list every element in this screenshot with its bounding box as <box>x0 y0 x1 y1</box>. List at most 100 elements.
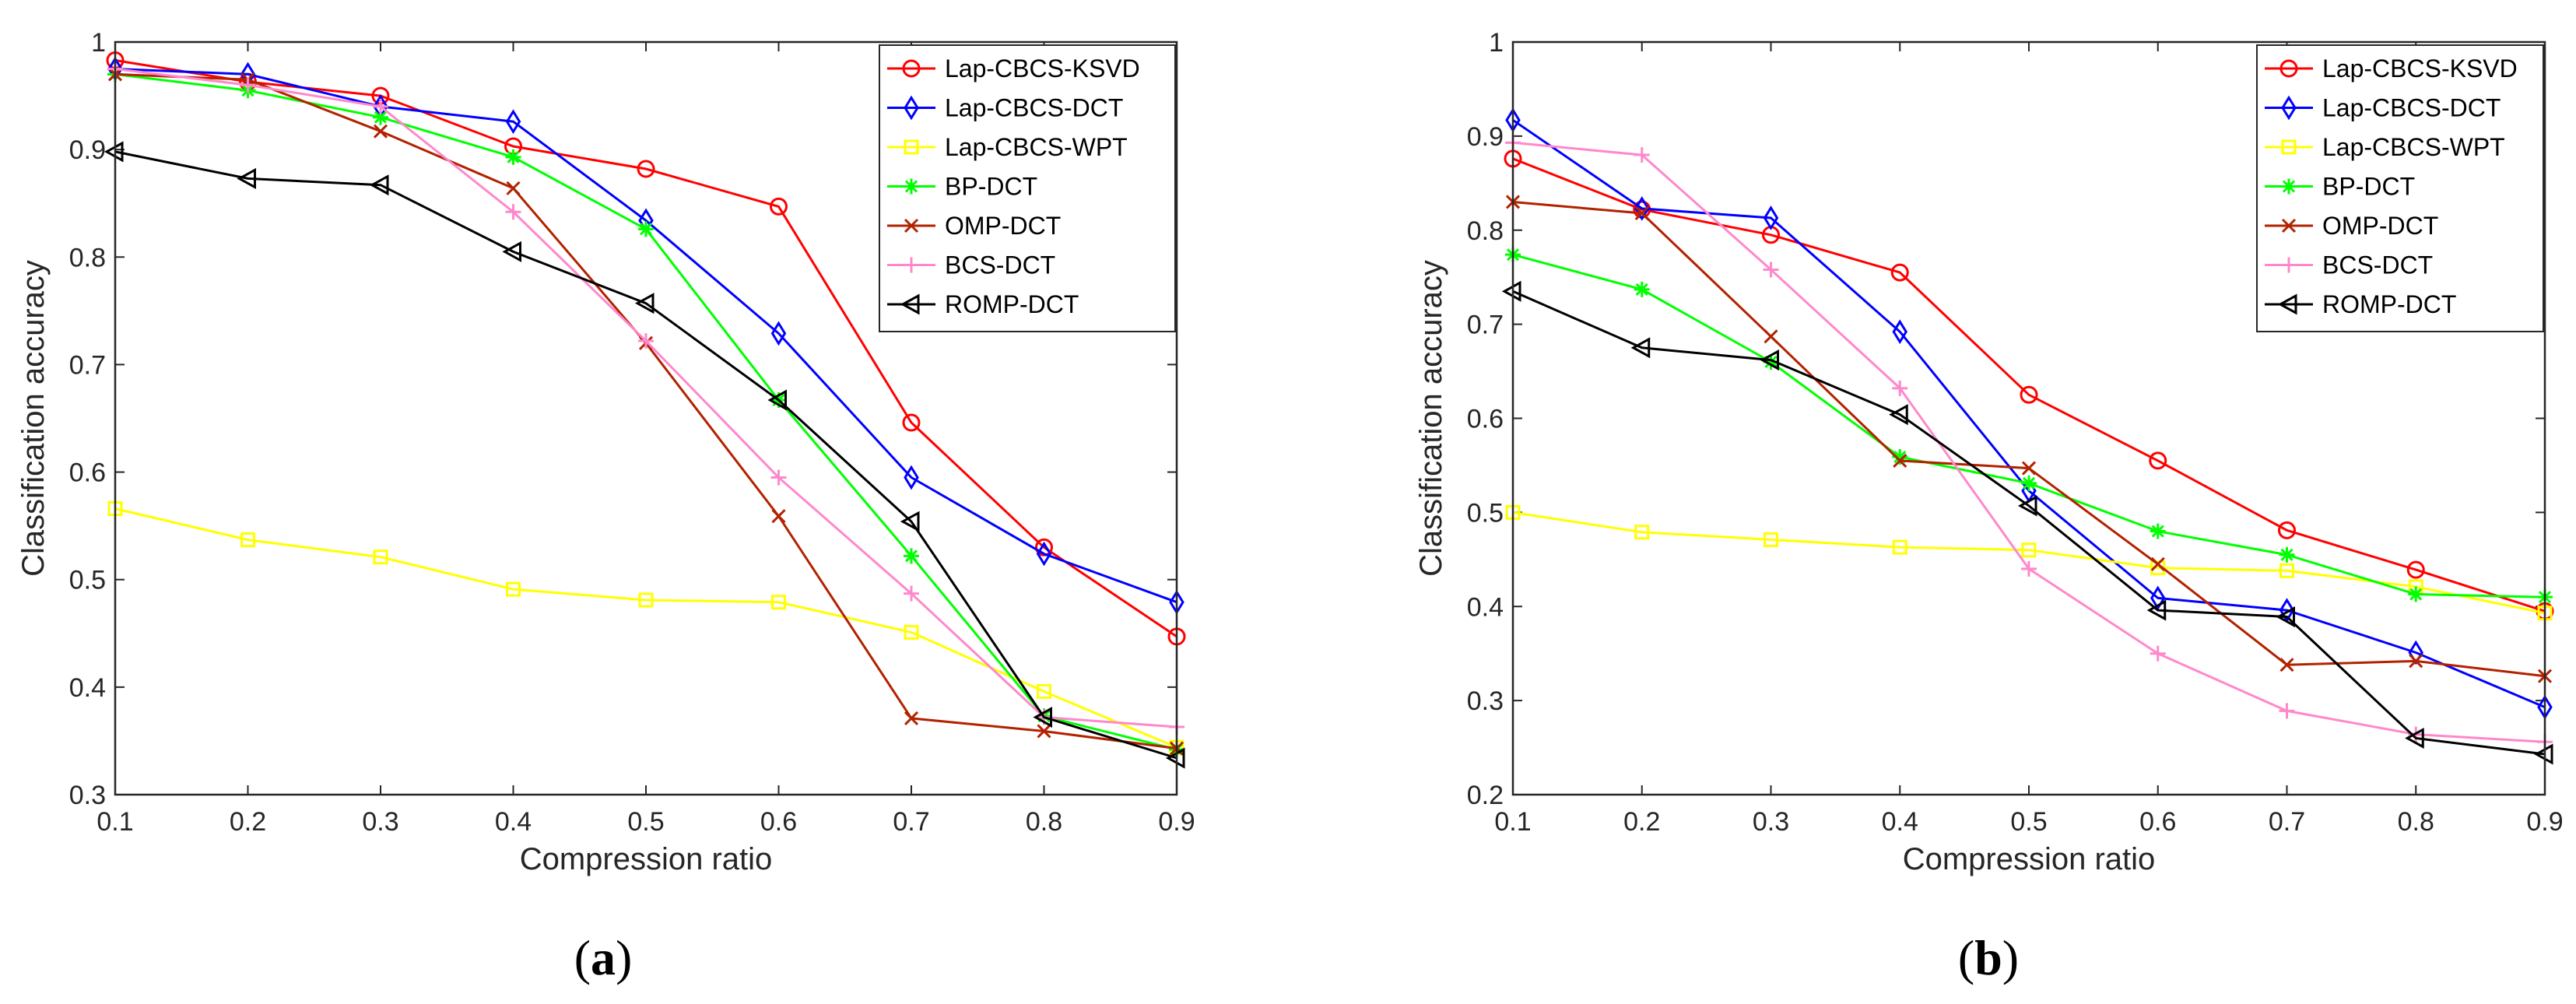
legend-swatch-marker <box>2279 59 2298 78</box>
legend-item: BP-DCT <box>887 173 1037 201</box>
data-point <box>770 469 787 486</box>
legend-swatch-marker <box>2281 178 2297 195</box>
y-tick-label: 0.6 <box>69 458 106 488</box>
legend-label: BCS-DCT <box>2322 251 2433 279</box>
data-point <box>1760 349 1779 371</box>
data-point <box>2279 563 2294 578</box>
legend-label: Lap-CBCS-KSVD <box>945 54 1140 82</box>
data-point <box>638 592 654 608</box>
data-point <box>771 509 786 524</box>
legend-box <box>879 44 1176 332</box>
data-point <box>505 149 521 165</box>
data-point <box>2017 495 2037 517</box>
legend-swatch-marker <box>2277 293 2297 315</box>
x-axis-label: Compression ratio <box>1903 842 2156 876</box>
data-point <box>1763 205 1779 230</box>
y-axis-label: Classification accuracy <box>16 260 51 577</box>
legend-item: Lap-CBCS-WPT <box>887 133 1128 161</box>
x-tick-label: 0.5 <box>627 807 664 837</box>
data-point <box>770 321 787 346</box>
y-tick-label: 0.9 <box>1467 122 1504 152</box>
data-point <box>240 77 256 93</box>
legend-swatch-marker <box>904 95 919 121</box>
data-point <box>2279 703 2295 719</box>
data-point <box>2150 523 2166 539</box>
panel-caption: (b) <box>1958 930 2019 985</box>
data-point <box>1634 281 1650 297</box>
data-point <box>902 413 921 432</box>
data-point <box>373 109 388 125</box>
data-point <box>2021 475 2037 491</box>
data-point <box>1893 453 1907 468</box>
legend-swatch-marker <box>2281 257 2297 273</box>
data-point <box>240 532 255 548</box>
data-point <box>2405 727 2424 749</box>
data-point <box>904 711 919 725</box>
series-line <box>114 68 1177 604</box>
y-tick-label: 0.6 <box>1467 405 1504 434</box>
data-point <box>1634 147 1650 163</box>
data-point <box>506 581 521 597</box>
data-point <box>1892 539 1907 555</box>
y-tick-label: 0.5 <box>1467 498 1504 528</box>
x-tick-label: 0.1 <box>97 807 133 837</box>
data-point <box>634 293 655 314</box>
legend-label: BP-DCT <box>2322 173 2415 201</box>
data-point <box>1035 538 1053 556</box>
y-tick-label: 0.3 <box>69 781 106 810</box>
x-tick-label: 0.4 <box>495 807 532 837</box>
legend-swatch-marker <box>2281 139 2297 155</box>
legend-label: Lap-CBCS-KSVD <box>2322 54 2518 82</box>
x-tick-label: 0.6 <box>2139 807 2176 837</box>
caption-open-paren: ( <box>1958 930 1974 985</box>
caption-close-paren: ) <box>616 930 632 985</box>
legend-swatch-marker <box>902 59 921 78</box>
legend-item: OMP-DCT <box>887 212 1061 240</box>
legend-item: Lap-CBCS-KSVD <box>2265 54 2518 82</box>
data-point <box>2279 546 2295 563</box>
axes-box <box>1511 40 2546 796</box>
series-line <box>114 507 1177 749</box>
data-point <box>1036 541 1052 567</box>
legend: Lap-CBCS-KSVD Lap-CBCS-DCT Lap-CBCS-WPT BP-… <box>2256 44 2544 332</box>
legend-label: BP-DCT <box>945 173 1037 201</box>
data-point <box>2146 599 2167 621</box>
series-line <box>114 59 1177 638</box>
data-point <box>637 160 655 178</box>
legend-label: Lap-CBCS-DCT <box>945 94 1123 122</box>
legend-label: Lap-CBCS-WPT <box>945 133 1128 161</box>
legend-item: BCS-DCT <box>887 251 1055 279</box>
legend-label: ROMP-DCT <box>945 290 1079 318</box>
data-point <box>373 549 388 565</box>
legend-item: ROMP-DCT <box>887 290 1079 318</box>
caption-letter: a <box>591 930 616 985</box>
data-point <box>1763 262 1779 278</box>
y-tick-label: 0.2 <box>1467 781 1504 810</box>
legend-label: BCS-DCT <box>945 251 1055 279</box>
data-point <box>2278 521 2296 539</box>
legend-swatch-marker <box>904 218 919 233</box>
data-point <box>373 124 388 139</box>
data-point <box>900 511 920 532</box>
y-axis-label: Classification accuracy <box>1414 260 1448 577</box>
data-point <box>2021 461 2037 476</box>
legend: Lap-CBCS-KSVD Lap-CBCS-DCT Lap-CBCS-WPT BP-… <box>879 44 1176 332</box>
data-point <box>1889 404 1908 426</box>
series-line <box>1512 290 2546 756</box>
data-point <box>2020 385 2038 404</box>
legend-label: Lap-CBCS-DCT <box>2322 94 2501 122</box>
data-point <box>1892 319 1908 345</box>
legend-item: ROMP-DCT <box>2265 290 2456 318</box>
legend-swatch-marker <box>900 293 920 315</box>
x-tick-label: 0.2 <box>230 807 266 837</box>
y-tick-label: 0.5 <box>69 566 106 595</box>
y-tick-label: 0.4 <box>69 673 106 703</box>
data-point <box>1037 683 1051 699</box>
panel-caption: (a) <box>574 930 633 985</box>
legend-swatch-marker <box>904 178 919 195</box>
legend-item: Lap-CBCS-DCT <box>887 94 1123 122</box>
data-point <box>2149 451 2167 470</box>
legend-item: BP-DCT <box>2265 173 2415 201</box>
data-point <box>904 465 919 490</box>
